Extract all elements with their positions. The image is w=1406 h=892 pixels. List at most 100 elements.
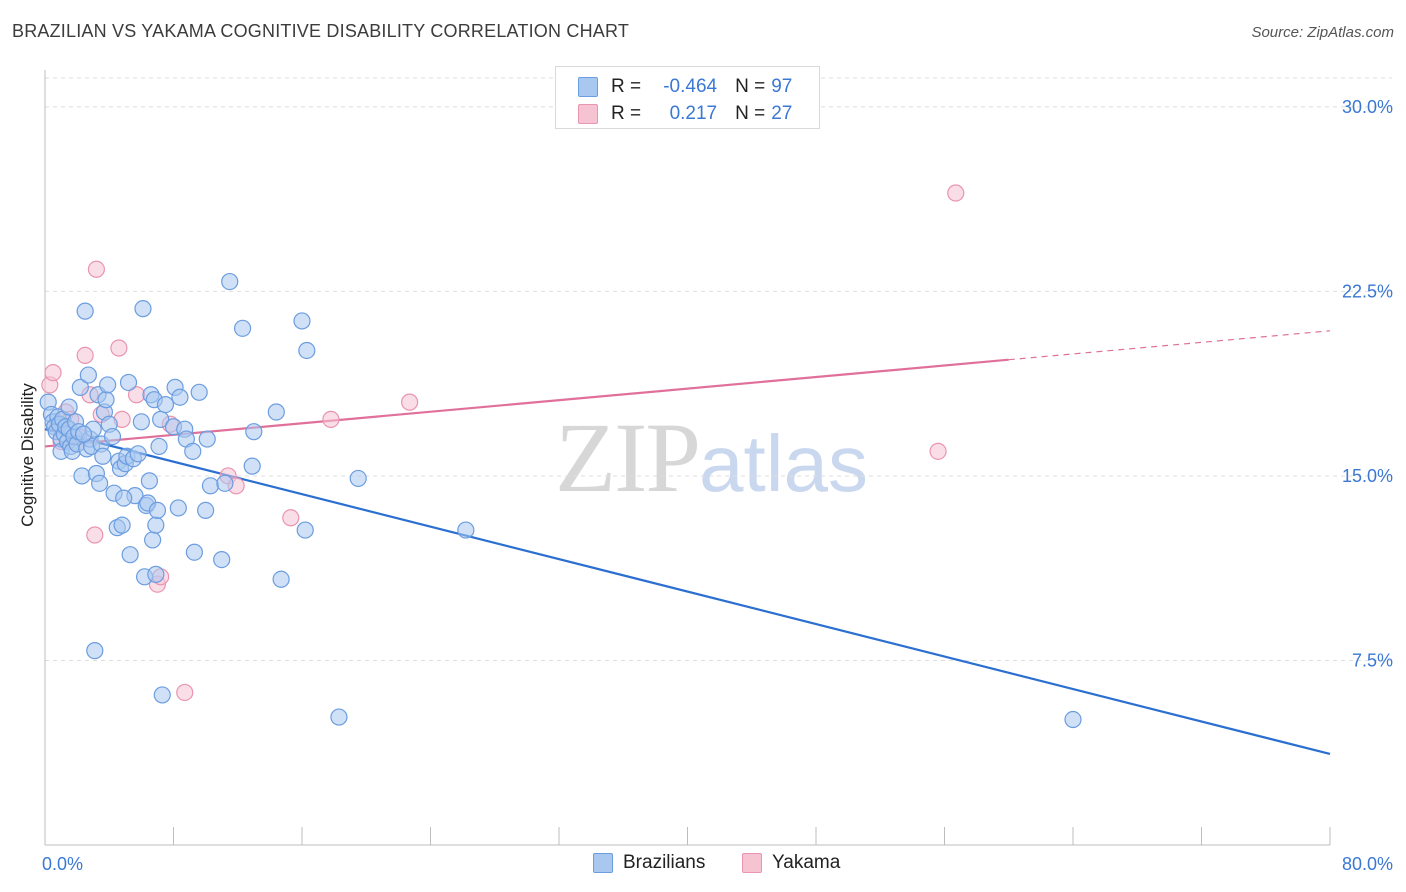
- point-brazilians: [1064, 710, 1082, 729]
- chart-title: BRAZILIAN VS YAKAMA COGNITIVE DISABILITY…: [12, 21, 630, 41]
- point-brazilians: [115, 489, 133, 507]
- trend-line-brazilians: [44, 428, 1331, 756]
- point-brazilians: [201, 477, 220, 495]
- legend-item-brazilians[interactable]: Brazilians: [593, 852, 705, 874]
- legend-swatch-brazilians: [578, 77, 598, 97]
- point-brazilians: [91, 474, 109, 492]
- point-yakama: [929, 442, 947, 460]
- point-brazilians: [296, 521, 314, 539]
- point-brazilians: [132, 413, 150, 431]
- watermark-atlas: atlas: [699, 419, 868, 508]
- point-brazilians: [190, 383, 208, 401]
- legend-label-brazilians: Brazilians: [623, 852, 706, 873]
- legend-r-value: -0.464: [663, 76, 718, 97]
- legend-row-brazilians: R = -0.464 N = 97: [578, 75, 792, 99]
- point-brazilians: [86, 642, 104, 660]
- legend-r-value: 0.217: [669, 103, 718, 124]
- point-brazilians: [73, 467, 91, 485]
- series-legend: Brazilians Yakama: [0, 852, 1406, 876]
- point-brazilians: [197, 501, 215, 519]
- trend-line-brazilians: [44, 428, 1331, 756]
- point-brazilians: [233, 319, 252, 337]
- point-brazilians: [216, 474, 234, 492]
- point-brazilians: [298, 341, 316, 360]
- point-brazilians: [134, 300, 152, 318]
- point-brazilians: [140, 472, 159, 490]
- y-tick-label: 22.5%: [1342, 281, 1393, 301]
- point-brazilians: [150, 437, 168, 456]
- watermark-zip: ZIP: [555, 402, 701, 513]
- legend-r-label: R =: [611, 103, 642, 124]
- point-brazilians: [60, 398, 78, 416]
- correlation-legend: R = -0.464 N = 97 R = 0.217 N = 27: [555, 66, 820, 129]
- point-brazilians: [147, 565, 165, 583]
- point-yakama: [176, 683, 194, 702]
- point-brazilians: [349, 469, 367, 488]
- point-brazilians: [243, 457, 261, 475]
- point-yakama: [86, 526, 104, 544]
- point-yakama: [44, 364, 62, 382]
- axes: [44, 70, 1331, 846]
- point-brazilians: [184, 442, 202, 460]
- legend-n-label: N =: [735, 103, 766, 124]
- legend-r-label: R =: [611, 76, 642, 97]
- y-tick-label: 7.5%: [1352, 650, 1393, 670]
- point-brazilians: [119, 373, 138, 392]
- point-yakama: [282, 509, 300, 527]
- point-brazilians: [293, 312, 311, 330]
- y-tick-label: 15.0%: [1342, 466, 1393, 486]
- point-brazilians: [94, 447, 112, 465]
- point-brazilians: [153, 686, 171, 704]
- y-axis-label: Cognitive Disability: [18, 383, 37, 527]
- point-brazilians: [330, 708, 348, 726]
- point-brazilians: [171, 388, 189, 406]
- point-brazilians: [213, 551, 231, 569]
- point-brazilians: [147, 516, 165, 534]
- point-brazilians: [76, 302, 94, 320]
- legend-n-value: 27: [771, 103, 793, 124]
- point-brazilians: [103, 427, 122, 446]
- legend-swatch-brazilians: [593, 853, 613, 873]
- legend-row-yakama: R = 0.217 N = 27: [578, 102, 792, 126]
- point-yakama: [76, 346, 94, 364]
- y-tick-labels: 7.5% 15.0% 22.5% 30.0%: [1342, 97, 1393, 671]
- x-tick-label: 0.0%: [42, 854, 83, 874]
- legend-swatch-yakama: [578, 104, 598, 124]
- point-brazilians: [71, 378, 89, 396]
- point-brazilians: [457, 521, 475, 539]
- legend-swatch-yakama: [742, 853, 762, 873]
- point-brazilians: [97, 391, 115, 409]
- point-brazilians: [148, 501, 167, 519]
- legend-item-yakama[interactable]: Yakama: [742, 852, 840, 874]
- point-brazilians: [99, 376, 117, 394]
- y-tick-label: 30.0%: [1342, 97, 1393, 117]
- point-brazilians: [221, 272, 239, 291]
- watermark: ZIPatlas: [555, 400, 868, 515]
- point-brazilians: [156, 396, 175, 414]
- x-tick-labels: 0.0% 80.0%: [42, 854, 1393, 874]
- source-credit: Source: ZipAtlas.com: [1251, 24, 1394, 41]
- trend-line-yakama-dashed: [1008, 330, 1331, 361]
- point-brazilians: [144, 531, 162, 549]
- point-yakama: [401, 393, 419, 411]
- point-brazilians: [79, 366, 97, 384]
- point-yakama: [947, 184, 965, 202]
- grid-lines: [45, 77, 1392, 661]
- point-brazilians: [267, 403, 285, 421]
- point-brazilians: [245, 423, 263, 441]
- point-brazilians: [272, 570, 290, 588]
- point-yakama: [322, 410, 340, 428]
- point-brazilians: [74, 425, 93, 443]
- point-brazilians: [198, 430, 216, 448]
- point-brazilians: [185, 543, 203, 561]
- trend-line-yakama: [44, 330, 1331, 448]
- point-yakama: [110, 339, 128, 357]
- x-tick-label: 80.0%: [1342, 854, 1393, 874]
- legend-label-yakama: Yakama: [772, 852, 841, 873]
- point-brazilians: [113, 516, 131, 534]
- legend-n-label: N =: [735, 76, 766, 97]
- legend-n-value: 97: [771, 76, 793, 97]
- point-brazilians: [121, 546, 139, 564]
- point-brazilians: [129, 445, 147, 463]
